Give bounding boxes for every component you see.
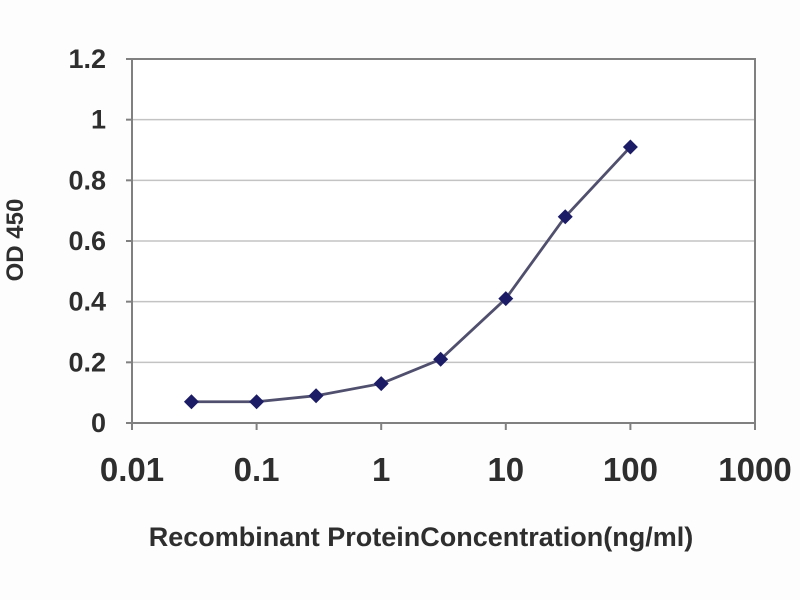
y-tick-label: 0.4: [68, 287, 106, 317]
x-tick-label: 0.01: [100, 451, 164, 488]
y-tick-label: 0.8: [68, 165, 106, 195]
y-tick-label: 0.2: [68, 347, 106, 377]
data-point-marker: [308, 388, 324, 404]
data-point-marker: [249, 394, 265, 410]
data-point-marker: [373, 376, 389, 392]
y-tick-label: 0: [91, 408, 106, 438]
x-tick-label: 100: [603, 451, 658, 488]
y-tick-label: 1: [91, 105, 106, 135]
x-tick-label: 10: [487, 451, 524, 488]
data-points-group: [183, 139, 638, 410]
y-tick-label: 1.2: [68, 44, 106, 74]
data-point-marker: [183, 394, 199, 410]
y-tick-labels-group: 0 0.2 0.4 0.6 0.8 1 1.2: [68, 44, 106, 438]
x-tick-label: 1000: [718, 451, 791, 488]
gridlines-group: [132, 118, 755, 364]
data-point-marker: [622, 139, 638, 155]
x-tick-label: 1: [372, 451, 390, 488]
tick-marks-group: [126, 58, 756, 430]
y-tick-label: 0.6: [68, 226, 106, 256]
data-point-marker: [498, 291, 514, 307]
data-point-marker: [433, 351, 449, 367]
x-axis-title: Recombinant ProteinConcentration(ng/ml): [149, 522, 694, 552]
series-line: [191, 146, 632, 404]
data-point-marker: [557, 209, 573, 225]
x-tick-label: 0.1: [234, 451, 280, 488]
x-tick-labels-group: 0.01 0.1 1 10 100 1000: [100, 451, 792, 488]
y-axis-title: OD 450: [2, 199, 29, 282]
